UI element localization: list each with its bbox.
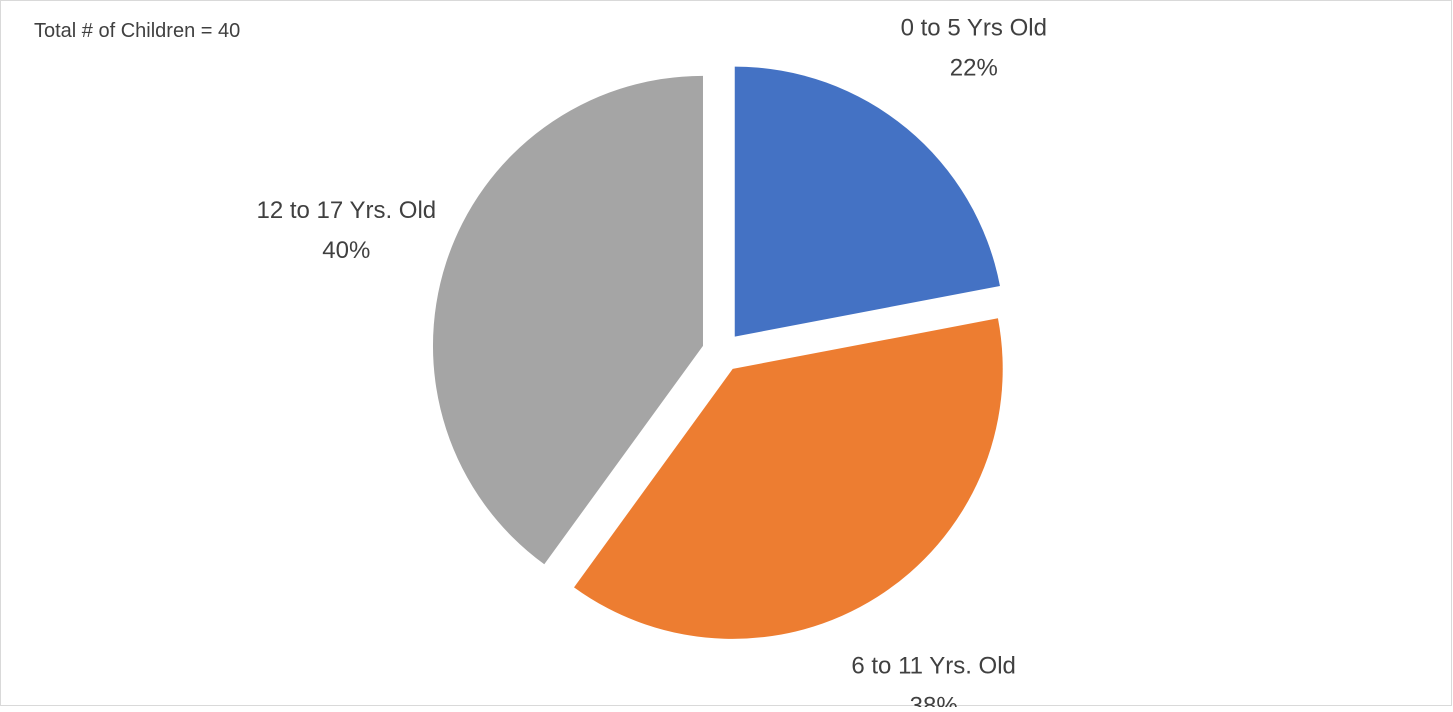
slice-label: 12 to 17 Yrs. Old xyxy=(256,197,436,224)
pie-slice xyxy=(432,75,703,565)
annotation: Total # of Children = 40 xyxy=(34,20,240,42)
slice-label: 0 to 5 Yrs Old xyxy=(901,15,1047,42)
pie-slice xyxy=(734,66,1000,337)
slice-value-label: 40% xyxy=(322,237,370,264)
pie-slice xyxy=(574,318,1003,639)
slice-value-label: 38% xyxy=(910,693,958,707)
slice-label: 6 to 11 Yrs. Old xyxy=(851,653,1016,680)
slice-value-label: 22% xyxy=(950,55,998,82)
